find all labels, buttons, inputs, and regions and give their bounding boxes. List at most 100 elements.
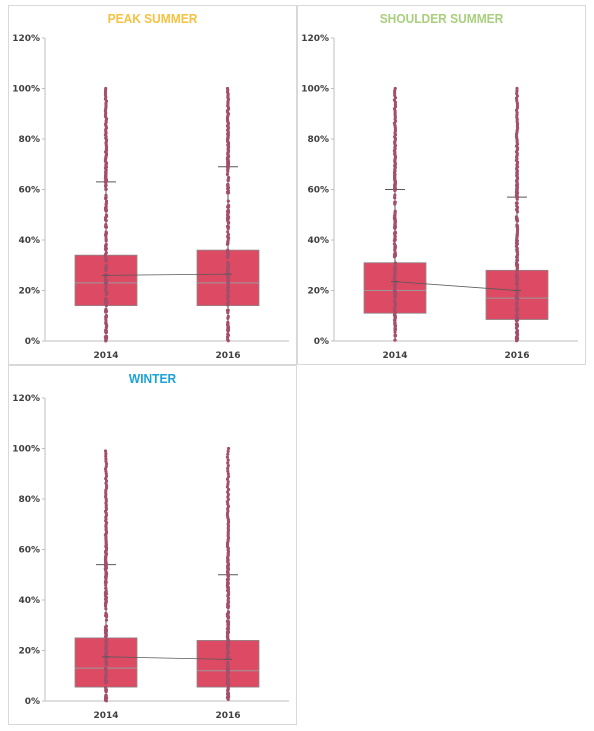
- data-point: [226, 620, 230, 625]
- data-point: [226, 687, 230, 691]
- data-point: [104, 187, 108, 191]
- outlier-point: [104, 474, 109, 478]
- y-tick-label: 0%: [25, 337, 40, 347]
- data-point: [226, 655, 231, 660]
- data-point: [104, 689, 108, 693]
- outlier-point: [515, 91, 519, 96]
- data-point: [226, 205, 230, 209]
- data-point: [515, 234, 519, 239]
- data-point: [225, 630, 230, 634]
- x-tick-label: 2014: [93, 351, 118, 361]
- data-point: [103, 244, 108, 248]
- data-point: [104, 308, 108, 312]
- outlier-point: [104, 457, 108, 461]
- plot-area: 0% 20% 40% 60% 80% 100% 120% 2014 2016: [12, 34, 289, 361]
- data-point: [104, 315, 108, 319]
- data-point: [226, 339, 230, 343]
- outlier-point: [515, 106, 520, 110]
- y-tick-label: 80%: [307, 135, 329, 145]
- data-point: [226, 210, 231, 214]
- data-point: [515, 266, 520, 270]
- data-point: [393, 202, 397, 206]
- data-point: [104, 202, 108, 207]
- data-point: [226, 601, 230, 605]
- chart-peak-summer: PEAK SUMMER 0% 20% 40% 60% 80% 100% 120% 2014 20…: [8, 5, 297, 365]
- data-point: [514, 318, 519, 322]
- data-point: [225, 301, 230, 305]
- y-tick-label: 100%: [12, 85, 40, 95]
- data-point: [515, 324, 519, 328]
- outlier-point: [226, 446, 231, 451]
- mean-line: [394, 281, 518, 291]
- data-point: [226, 328, 231, 332]
- data-point: [104, 219, 108, 223]
- data-point: [226, 241, 230, 246]
- outlier-point: [226, 487, 231, 492]
- data-point: [104, 663, 108, 667]
- data-point: [104, 607, 108, 611]
- outlier-point: [226, 469, 230, 473]
- data-point: [515, 241, 519, 245]
- data-point: [103, 282, 108, 286]
- outlier-point: [515, 103, 520, 108]
- outlier-point: [225, 485, 230, 489]
- data-point: [226, 224, 230, 228]
- outlier-point: [226, 474, 231, 479]
- data-point: [226, 596, 231, 600]
- data-point: [393, 219, 397, 223]
- data-point: [392, 195, 397, 199]
- data-point: [515, 287, 519, 291]
- data-point: [393, 333, 397, 337]
- data-point: [393, 282, 397, 286]
- outlier-point: [104, 86, 108, 91]
- mean-line: [105, 273, 229, 276]
- data-point: [103, 630, 108, 634]
- data-point: [226, 234, 230, 238]
- data-point: [226, 333, 231, 337]
- outlier-point: [393, 86, 397, 91]
- y-tick-label: 80%: [18, 135, 40, 145]
- chart-title: WINTER: [128, 371, 177, 386]
- data-points: [392, 86, 398, 342]
- data-point: [393, 222, 397, 226]
- data-point: [225, 605, 230, 609]
- data-point: [393, 268, 397, 272]
- data-point: [225, 661, 230, 666]
- data-point: [515, 283, 519, 287]
- outlier-point: [104, 469, 108, 473]
- data-point: [515, 301, 519, 305]
- data-point: [104, 574, 108, 578]
- outlier-point: [515, 101, 519, 105]
- data-point: [393, 323, 397, 327]
- data-point: [514, 201, 519, 205]
- data-point: [104, 251, 108, 255]
- data-point: [103, 628, 108, 632]
- data-point: [393, 330, 397, 334]
- data-point: [392, 313, 397, 317]
- data-points: [225, 446, 231, 701]
- outlier-point: [226, 497, 230, 501]
- y-tick-label: 60%: [18, 546, 40, 556]
- data-points: [103, 86, 109, 343]
- data-point: [103, 673, 108, 677]
- data-point: [515, 207, 519, 212]
- outlier-point: [104, 459, 108, 463]
- data-point: [226, 191, 230, 195]
- data-point: [392, 239, 397, 243]
- data-point: [393, 262, 397, 266]
- chart-shoulder-summer: SHOULDER SUMMER 0% 20% 40% 60% 80% 100% 120% 20…: [297, 5, 586, 365]
- data-point: [104, 677, 108, 682]
- data-point: [225, 254, 230, 258]
- data-point: [226, 176, 231, 180]
- y-tick-label: 60%: [307, 186, 329, 196]
- data-point: [104, 634, 108, 638]
- outlier-point: [515, 94, 519, 98]
- x-tick-label: 2014: [382, 351, 407, 361]
- outlier-point: [515, 89, 519, 93]
- data-point: [226, 651, 231, 655]
- outlier-point: [393, 91, 397, 95]
- outlier-point: [225, 490, 230, 494]
- data-point: [226, 178, 230, 183]
- data-point: [515, 231, 520, 235]
- data-point: [226, 213, 230, 217]
